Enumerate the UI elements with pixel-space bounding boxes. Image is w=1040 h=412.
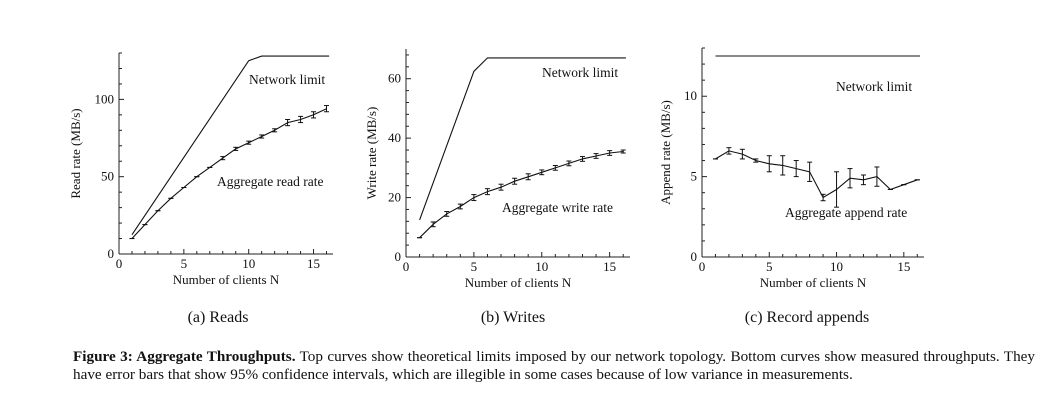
error-bar — [874, 166, 880, 187]
measured-rate-line — [419, 150, 624, 239]
y-tick-label: 10 — [684, 88, 697, 103]
subfigure-caption: (a) Reads — [188, 309, 249, 326]
error-bar — [444, 211, 450, 217]
y-tick-label: 0 — [108, 246, 115, 261]
x-tick-label: 0 — [403, 259, 410, 274]
network-limit-line — [131, 55, 330, 236]
x-tick-label: 0 — [116, 256, 123, 271]
error-bar — [220, 156, 226, 161]
error-bar — [807, 161, 813, 182]
network-limit-annotation: Network limit — [542, 65, 618, 80]
x-tick-label: 10 — [535, 259, 548, 274]
y-tick-label: 50 — [101, 169, 114, 184]
x-tick-label: 15 — [897, 259, 910, 274]
y-tick-label: 100 — [95, 91, 115, 106]
error-bar — [847, 168, 853, 189]
error-bar — [860, 174, 866, 186]
error-bar — [259, 134, 265, 139]
figure-caption-text: Top curves show theoretical limits impos… — [73, 348, 1035, 383]
error-bar — [726, 147, 732, 155]
measured-rate-line — [715, 150, 918, 199]
axes — [405, 49, 630, 258]
measured-rate-annotation: Aggregate read rate — [217, 174, 323, 189]
subfigure-caption: (b) Writes — [481, 309, 545, 326]
error-bar — [539, 169, 545, 176]
axes — [118, 52, 333, 255]
error-bar — [298, 115, 304, 124]
y-tick-label: 20 — [388, 190, 401, 205]
measured-rate-line — [131, 108, 327, 239]
error-bar — [793, 160, 799, 178]
error-bar — [552, 164, 558, 171]
error-bar — [233, 146, 239, 151]
x-tick-label: 5 — [766, 259, 773, 274]
error-bar — [525, 173, 531, 181]
subfigure-caption: (c) Record appends — [745, 309, 869, 326]
network-limit-annotation: Network limit — [249, 72, 325, 87]
reads-chart: 0 5 10 15 0 50 100 Number of clients N Read rate… — [68, 52, 333, 326]
network-limit-annotation: Network limit — [836, 79, 912, 94]
error-bar — [739, 148, 745, 160]
error-bar — [620, 149, 626, 154]
measured-rate-annotation: Aggregate append rate — [785, 205, 907, 220]
error-bar — [834, 171, 840, 208]
error-bar — [753, 158, 759, 163]
error-bar — [766, 155, 772, 173]
x-axis-label: Number of clients N — [465, 275, 572, 290]
error-bar — [324, 105, 330, 113]
error-bar — [457, 203, 463, 210]
x-tick-label: 10 — [242, 256, 255, 271]
error-bar — [820, 193, 826, 202]
error-bar — [311, 111, 317, 119]
x-tick-label: 10 — [830, 259, 843, 274]
error-bar — [780, 155, 786, 176]
error-bar — [498, 183, 504, 191]
error-bar — [512, 177, 518, 185]
y-axis-label: Read rate (MB/s) — [68, 108, 83, 198]
error-bar — [484, 188, 490, 196]
error-bar — [285, 118, 291, 127]
writes-chart: 0 5 10 15 0 20 40 60 Number of clients N Write ra… — [364, 49, 630, 326]
network-limit-line — [419, 57, 626, 221]
y-tick-label: 40 — [388, 130, 401, 145]
x-axis-label: Number of clients N — [173, 272, 280, 287]
x-tick-label: 5 — [471, 259, 478, 274]
x-tick-label: 5 — [181, 256, 188, 271]
error-bar — [579, 156, 585, 162]
error-bar — [430, 221, 436, 228]
x-tick-label: 0 — [699, 259, 706, 274]
x-axis-label: Number of clients N — [760, 275, 867, 290]
figure-caption: Figure 3: Aggregate Throughputs. Top cur… — [73, 348, 1035, 384]
y-tick-label: 60 — [388, 71, 401, 86]
x-tick-label: 15 — [603, 259, 616, 274]
error-bar — [272, 128, 278, 133]
error-bar — [246, 140, 252, 145]
error-bar — [593, 153, 599, 159]
y-tick-label: 5 — [691, 169, 698, 184]
y-axis-label: Write rate (MB/s) — [364, 107, 379, 200]
measured-rate-annotation: Aggregate write rate — [502, 200, 613, 215]
error-bar — [471, 194, 477, 202]
y-axis-label: Append rate (MB/s) — [658, 100, 673, 205]
figure-caption-label: Figure 3: Aggregate Throughputs. — [73, 348, 296, 365]
y-tick-label: 0 — [395, 249, 402, 264]
axes — [701, 47, 924, 258]
error-bar — [607, 150, 613, 156]
y-tick-label: 0 — [691, 249, 698, 264]
x-tick-label: 15 — [307, 256, 320, 271]
error-bar — [566, 160, 572, 167]
